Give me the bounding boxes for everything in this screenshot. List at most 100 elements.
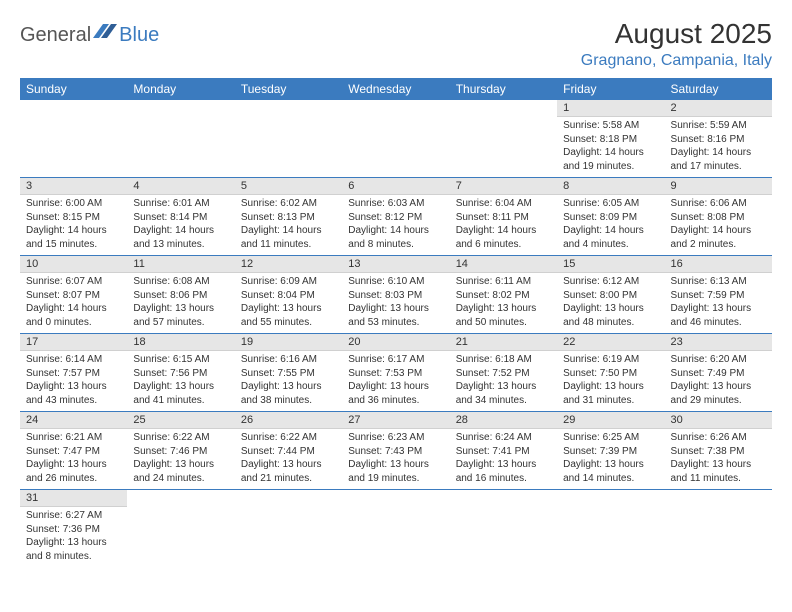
day-detail-line: Sunset: 8:07 PM [26, 289, 121, 303]
day-detail-line: Daylight: 13 hours and 19 minutes. [348, 458, 443, 485]
day-detail-line: Daylight: 13 hours and 43 minutes. [26, 380, 121, 407]
day-detail-line: Sunset: 8:16 PM [671, 133, 766, 147]
day-detail-line: Daylight: 13 hours and 53 minutes. [348, 302, 443, 329]
day-details: Sunrise: 6:17 AMSunset: 7:53 PMDaylight:… [342, 351, 449, 411]
day-details: Sunrise: 6:06 AMSunset: 8:08 PMDaylight:… [665, 195, 772, 255]
day-details [342, 494, 449, 500]
day-details: Sunrise: 6:16 AMSunset: 7:55 PMDaylight:… [235, 351, 342, 411]
calendar-day-cell [235, 490, 342, 568]
day-details: Sunrise: 6:13 AMSunset: 7:59 PMDaylight:… [665, 273, 772, 333]
day-detail-line: Daylight: 14 hours and 13 minutes. [133, 224, 228, 251]
calendar-week-row: 3Sunrise: 6:00 AMSunset: 8:15 PMDaylight… [20, 178, 772, 256]
calendar-day-cell: 23Sunrise: 6:20 AMSunset: 7:49 PMDayligh… [665, 334, 772, 412]
day-detail-line: Sunset: 7:56 PM [133, 367, 228, 381]
day-details: Sunrise: 6:03 AMSunset: 8:12 PMDaylight:… [342, 195, 449, 255]
weekday-header: Sunday [20, 78, 127, 100]
day-detail-line: Daylight: 14 hours and 8 minutes. [348, 224, 443, 251]
day-number: 30 [665, 412, 772, 429]
day-detail-line: Daylight: 14 hours and 11 minutes. [241, 224, 336, 251]
day-number: 21 [450, 334, 557, 351]
page-title: August 2025 [581, 18, 772, 50]
day-detail-line: Daylight: 13 hours and 8 minutes. [26, 536, 121, 563]
day-detail-line: Sunrise: 6:21 AM [26, 431, 121, 445]
calendar-day-cell: 5Sunrise: 6:02 AMSunset: 8:13 PMDaylight… [235, 178, 342, 256]
brand-logo: General Blue [20, 18, 159, 47]
calendar-day-cell: 22Sunrise: 6:19 AMSunset: 7:50 PMDayligh… [557, 334, 664, 412]
day-detail-line: Sunset: 7:36 PM [26, 523, 121, 537]
calendar-day-cell: 11Sunrise: 6:08 AMSunset: 8:06 PMDayligh… [127, 256, 234, 334]
day-detail-line: Sunrise: 6:02 AM [241, 197, 336, 211]
calendar-day-cell [127, 100, 234, 178]
calendar-day-cell: 20Sunrise: 6:17 AMSunset: 7:53 PMDayligh… [342, 334, 449, 412]
calendar-day-cell: 29Sunrise: 6:25 AMSunset: 7:39 PMDayligh… [557, 412, 664, 490]
calendar-table: Sunday Monday Tuesday Wednesday Thursday… [20, 78, 772, 567]
day-details: Sunrise: 6:01 AMSunset: 8:14 PMDaylight:… [127, 195, 234, 255]
day-number: 20 [342, 334, 449, 351]
day-detail-line: Sunrise: 6:04 AM [456, 197, 551, 211]
calendar-day-cell [127, 490, 234, 568]
day-detail-line: Daylight: 14 hours and 4 minutes. [563, 224, 658, 251]
day-details: Sunrise: 6:26 AMSunset: 7:38 PMDaylight:… [665, 429, 772, 489]
day-detail-line: Sunrise: 6:20 AM [671, 353, 766, 367]
day-number: 12 [235, 256, 342, 273]
day-detail-line: Sunset: 8:15 PM [26, 211, 121, 225]
day-number: 6 [342, 178, 449, 195]
day-detail-line: Daylight: 14 hours and 6 minutes. [456, 224, 551, 251]
day-detail-line: Daylight: 14 hours and 2 minutes. [671, 224, 766, 251]
calendar-day-cell: 7Sunrise: 6:04 AMSunset: 8:11 PMDaylight… [450, 178, 557, 256]
day-detail-line: Sunrise: 6:09 AM [241, 275, 336, 289]
day-details: Sunrise: 6:18 AMSunset: 7:52 PMDaylight:… [450, 351, 557, 411]
day-detail-line: Sunset: 7:43 PM [348, 445, 443, 459]
day-detail-line: Sunset: 7:38 PM [671, 445, 766, 459]
calendar-day-cell [450, 100, 557, 178]
brand-text-2: Blue [119, 24, 159, 47]
calendar-day-cell [665, 490, 772, 568]
day-detail-line: Sunset: 7:47 PM [26, 445, 121, 459]
calendar-week-row: 17Sunrise: 6:14 AMSunset: 7:57 PMDayligh… [20, 334, 772, 412]
day-detail-line: Sunrise: 6:01 AM [133, 197, 228, 211]
calendar-day-cell: 6Sunrise: 6:03 AMSunset: 8:12 PMDaylight… [342, 178, 449, 256]
day-detail-line: Sunset: 8:04 PM [241, 289, 336, 303]
day-details: Sunrise: 6:09 AMSunset: 8:04 PMDaylight:… [235, 273, 342, 333]
calendar-day-cell: 16Sunrise: 6:13 AMSunset: 7:59 PMDayligh… [665, 256, 772, 334]
day-details [20, 104, 127, 110]
day-detail-line: Sunrise: 6:06 AM [671, 197, 766, 211]
calendar-day-cell: 28Sunrise: 6:24 AMSunset: 7:41 PMDayligh… [450, 412, 557, 490]
day-detail-line: Sunrise: 6:16 AM [241, 353, 336, 367]
day-details: Sunrise: 6:07 AMSunset: 8:07 PMDaylight:… [20, 273, 127, 333]
calendar-day-cell [450, 490, 557, 568]
day-number: 13 [342, 256, 449, 273]
calendar-day-cell: 3Sunrise: 6:00 AMSunset: 8:15 PMDaylight… [20, 178, 127, 256]
day-number: 27 [342, 412, 449, 429]
day-details [235, 104, 342, 110]
day-details: Sunrise: 5:59 AMSunset: 8:16 PMDaylight:… [665, 117, 772, 177]
day-detail-line: Sunset: 8:18 PM [563, 133, 658, 147]
day-detail-line: Sunset: 8:09 PM [563, 211, 658, 225]
day-detail-line: Daylight: 14 hours and 17 minutes. [671, 146, 766, 173]
day-number: 10 [20, 256, 127, 273]
day-number: 22 [557, 334, 664, 351]
calendar-day-cell [557, 490, 664, 568]
day-detail-line: Sunset: 8:14 PM [133, 211, 228, 225]
day-detail-line: Sunrise: 6:10 AM [348, 275, 443, 289]
day-details: Sunrise: 6:10 AMSunset: 8:03 PMDaylight:… [342, 273, 449, 333]
calendar-day-cell: 4Sunrise: 6:01 AMSunset: 8:14 PMDaylight… [127, 178, 234, 256]
day-number: 11 [127, 256, 234, 273]
day-detail-line: Sunset: 7:41 PM [456, 445, 551, 459]
day-detail-line: Sunset: 7:46 PM [133, 445, 228, 459]
day-detail-line: Daylight: 13 hours and 34 minutes. [456, 380, 551, 407]
day-details: Sunrise: 6:02 AMSunset: 8:13 PMDaylight:… [235, 195, 342, 255]
day-detail-line: Daylight: 13 hours and 36 minutes. [348, 380, 443, 407]
day-details: Sunrise: 6:20 AMSunset: 7:49 PMDaylight:… [665, 351, 772, 411]
day-number: 4 [127, 178, 234, 195]
location-subtitle: Gragnano, Campania, Italy [581, 52, 772, 70]
calendar-day-cell: 24Sunrise: 6:21 AMSunset: 7:47 PMDayligh… [20, 412, 127, 490]
day-number: 29 [557, 412, 664, 429]
day-detail-line: Daylight: 13 hours and 46 minutes. [671, 302, 766, 329]
weekday-header: Friday [557, 78, 664, 100]
weekday-header: Monday [127, 78, 234, 100]
day-detail-line: Sunset: 7:44 PM [241, 445, 336, 459]
day-details: Sunrise: 6:11 AMSunset: 8:02 PMDaylight:… [450, 273, 557, 333]
calendar-day-cell: 31Sunrise: 6:27 AMSunset: 7:36 PMDayligh… [20, 490, 127, 568]
calendar-body: 1Sunrise: 5:58 AMSunset: 8:18 PMDaylight… [20, 100, 772, 567]
